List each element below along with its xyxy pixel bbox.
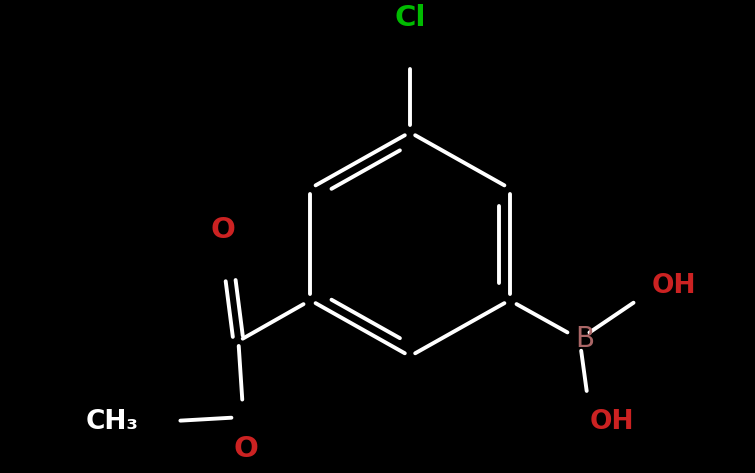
- Text: O: O: [234, 435, 259, 463]
- Text: CH₃: CH₃: [85, 409, 138, 435]
- Text: OH: OH: [590, 409, 634, 435]
- Text: B: B: [575, 325, 594, 353]
- Text: OH: OH: [652, 272, 696, 298]
- Text: O: O: [211, 216, 236, 244]
- Text: Cl: Cl: [394, 4, 426, 32]
